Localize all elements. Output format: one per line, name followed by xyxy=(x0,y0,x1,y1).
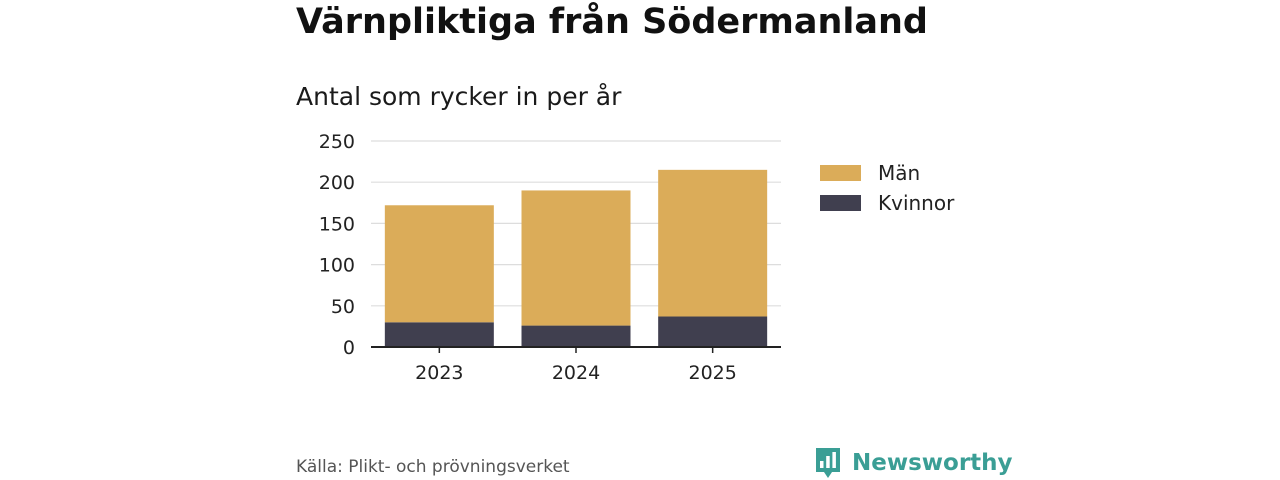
chart-title: Värnpliktiga från Södermanland xyxy=(296,2,928,42)
y-tick-labels: 0 50 100 150 200 250 xyxy=(319,131,355,359)
newsworthy-logo-icon xyxy=(816,448,840,478)
bar-män-2023 xyxy=(384,205,494,323)
axes xyxy=(371,346,781,353)
x-tick-label: 2025 xyxy=(688,362,736,384)
legend-item-kvinnor: Kvinnor xyxy=(820,188,954,218)
y-tick-label: 150 xyxy=(319,213,355,235)
legend: Män Kvinnor xyxy=(820,158,954,218)
chart-subtitle: Antal som rycker in per år xyxy=(296,82,622,111)
x-tick-label: 2023 xyxy=(415,362,463,384)
bars xyxy=(384,169,768,347)
y-tick-label: 250 xyxy=(319,131,355,153)
brand: Newsworthy xyxy=(814,446,1013,480)
legend-label: Män xyxy=(878,161,921,185)
y-tick-label: 50 xyxy=(331,296,355,318)
y-tick-label: 100 xyxy=(319,255,355,277)
bar-män-2024 xyxy=(521,190,631,326)
brand-name: Newsworthy xyxy=(852,450,1013,476)
bar-män-2025 xyxy=(658,169,768,317)
bar-kvinnor-2024 xyxy=(521,325,631,347)
x-tick-labels: 2023 2024 2025 xyxy=(415,362,737,384)
y-tick-label: 200 xyxy=(319,172,355,194)
legend-swatch xyxy=(820,165,861,181)
source-note: Källa: Plikt- och prövningsverket xyxy=(296,457,570,477)
bar-kvinnor-2023 xyxy=(384,322,494,347)
y-tick-label: 0 xyxy=(343,337,355,359)
legend-item-män: Män xyxy=(820,158,954,188)
bar-kvinnor-2025 xyxy=(658,316,768,347)
x-tick-label: 2024 xyxy=(552,362,600,384)
legend-label: Kvinnor xyxy=(878,191,955,215)
legend-swatch xyxy=(820,195,861,211)
